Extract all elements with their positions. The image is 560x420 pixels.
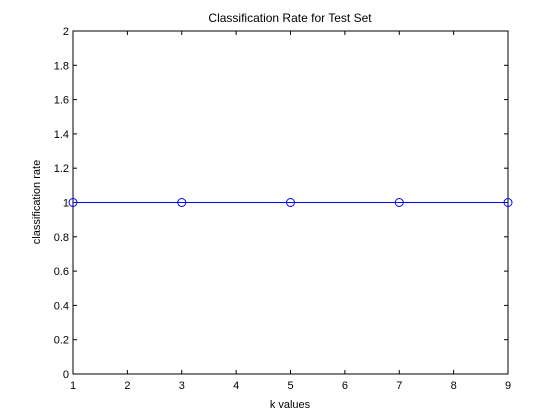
- y-tick-label: 1.4: [54, 129, 69, 141]
- y-axis-label: classification rate: [31, 160, 43, 244]
- x-tick-label: 2: [124, 380, 130, 392]
- y-tick-label: 1.2: [54, 163, 69, 175]
- x-tick-label: 7: [396, 380, 402, 392]
- x-tick-label: 1: [70, 380, 76, 392]
- data-point-marker: [394, 198, 404, 207]
- chart-title: Classification Rate for Test Set: [208, 11, 372, 25]
- y-tick-label: 1: [63, 198, 69, 210]
- x-axis-ticks: 1 2 3 4 5 6 7 8 9: [70, 31, 511, 392]
- y-tick-label: 0.6: [54, 266, 69, 278]
- data-point-marker: [68, 198, 78, 207]
- x-tick-label: 8: [451, 380, 457, 392]
- y-tick-label: 1.8: [54, 60, 69, 72]
- x-tick-label: 9: [505, 380, 511, 392]
- y-axis-ticks: 0 0.2 0.4 0.6 0.8 1 1.2 1.4 1.6 1.8 2: [54, 26, 508, 381]
- series-layer: [68, 198, 513, 207]
- y-tick-label: 1.6: [54, 95, 69, 107]
- y-tick-label: 0.2: [54, 335, 69, 347]
- y-tick-label: 2: [63, 26, 69, 38]
- x-axis-label: k values: [270, 399, 311, 411]
- y-tick-label: 0: [63, 369, 69, 381]
- data-point-marker: [286, 198, 295, 207]
- y-tick-label: 0.8: [54, 232, 69, 244]
- data-point-marker: [503, 198, 513, 207]
- x-tick-label: 6: [342, 380, 348, 392]
- y-tick-label: 0.4: [54, 300, 69, 312]
- data-point-marker: [177, 198, 187, 207]
- x-tick-label: 5: [287, 380, 293, 392]
- x-tick-label: 4: [233, 380, 239, 392]
- x-tick-label: 3: [179, 380, 185, 392]
